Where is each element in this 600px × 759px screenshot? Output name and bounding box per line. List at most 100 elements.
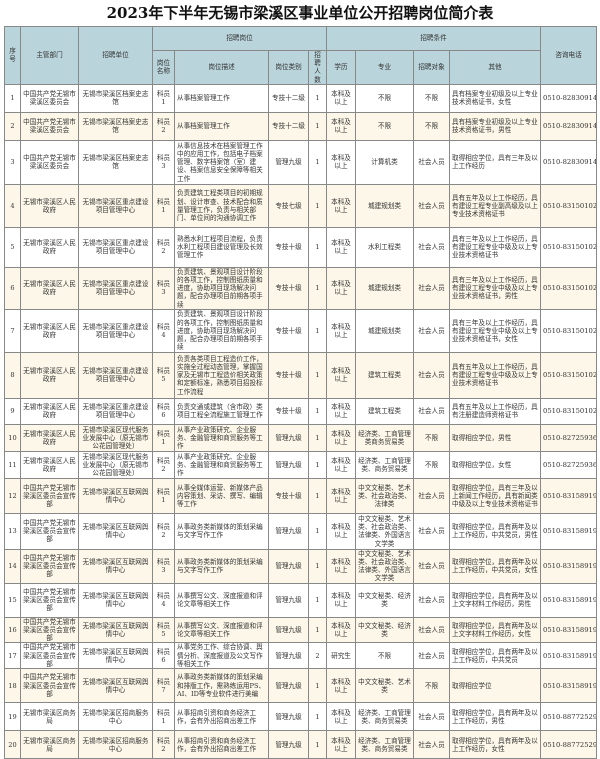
cell-edu: 本科及以上	[326, 702, 356, 732]
cell-post-name: 科员1	[152, 477, 175, 514]
cell-dept: 无锡市梁溪区商务局	[20, 730, 79, 759]
cell-post-desc: 负责交通或建筑（含市政）类项目工程全流程施工管理工作	[174, 397, 269, 425]
header-major: 专业	[355, 50, 414, 85]
cell-post-type: 专技十级	[268, 397, 309, 425]
cell-other: 具有五年及以上工作经历，具有建设工程专业中级及以上专业技术资格证书	[449, 351, 541, 399]
cell-major: 不限	[355, 111, 414, 141]
cell-seq: 10	[4, 423, 21, 452]
cell-major: 城建规划类	[355, 308, 414, 353]
cell-count: 1	[308, 183, 327, 228]
cell-target: 社会人员	[413, 397, 450, 425]
cell-other: 取得相应学位，具有三年及以上工作经历	[449, 139, 541, 185]
cell-dept: 无锡市梁溪区人民政府	[20, 183, 79, 228]
cell-edu: 本科及以上	[326, 308, 356, 353]
cell-seq: 9	[4, 397, 21, 425]
table-row: 7 无锡市梁溪区人民政府 无锡市梁溪区重点建设项目管理中心 科员4 负责建筑、景观项目设…	[4, 308, 597, 353]
table-row: 16 中国共产党无锡市梁溪区委员会宣传部 无锡市梁溪区互联网舆情中心 科员5 从事撰写公…	[4, 616, 597, 644]
cell-phone: 0510-83150102	[540, 266, 597, 310]
cell-post-name: 科员6	[152, 397, 175, 425]
cell-phone: 0510-82725936	[540, 423, 597, 452]
cell-seq: 6	[4, 266, 21, 310]
cell-post-desc: 从事撰写公文、深度报道和评论文章等相关工作	[174, 616, 269, 644]
cell-phone: 0510-83158919	[540, 642, 597, 670]
cell-other: 具有三年及以上工作经历，具有建设工程专业中级及以上专业技术资格证书，男性	[449, 266, 541, 310]
cell-edu: 本科及以上	[326, 512, 356, 550]
cell-seq: 15	[4, 582, 21, 618]
header-unit: 招聘单位	[78, 26, 153, 85]
cell-dept: 中国共产党无锡市梁溪区委员会宣传部	[20, 477, 79, 514]
cell-other: 取得相应学位，具有两年及以上文字材料工作经历，女性	[449, 616, 541, 644]
cell-edu: 本科及以上	[326, 111, 356, 141]
table-row: 20 无锡市梁溪区商务局 无锡市梁溪区招商服务中心 科员2 从事招商引资和商务经济工作，…	[4, 730, 597, 759]
cell-other: 取得相应学位，男性	[449, 423, 541, 452]
cell-major: 中文文秘类、经济类	[355, 582, 414, 618]
table-row: 1 中国共产党无锡市梁溪区委员会 无锡市梁溪区档案史志馆 科员1 从事档案管理工作 专技十…	[4, 83, 597, 113]
cell-count: 1	[308, 616, 327, 644]
cell-post-type: 专技十级	[268, 226, 309, 268]
table-row: 18 中国共产党无锡市梁溪区委员会宣传部 无锡市梁溪区互联网舆情中心 科员7 从事政务类…	[4, 668, 597, 704]
cell-post-name: 科员6	[152, 642, 175, 670]
cell-edu: 本科及以上	[326, 183, 356, 228]
cell-phone: 0510-83158919	[540, 582, 597, 618]
cell-dept: 无锡市梁溪区商务局	[20, 702, 79, 732]
cell-major: 水利工程类	[355, 226, 414, 268]
cell-major: 城建规划类	[355, 266, 414, 310]
cell-post-type: 专技十级	[268, 308, 309, 353]
cell-other: 具有三年及以上工作经历，具有建设工程专业中级及以上专业技术资格证书	[449, 226, 541, 268]
cell-phone: 0510-82830914	[540, 111, 597, 141]
cell-edu: 本科及以上	[326, 730, 356, 759]
cell-target: 社会人员	[413, 266, 450, 310]
cell-post-desc: 从事档案管理工作	[174, 83, 269, 113]
cell-edu: 本科及以上	[326, 477, 356, 514]
table-row: 13 中国共产党无锡市梁溪区委员会宣传部 无锡市梁溪区互联网舆情中心 科员2 从事政务类…	[4, 512, 597, 550]
cell-major: 经济类、工商管理类、商务贸易类	[355, 450, 414, 479]
cell-target: 社会人员	[413, 702, 450, 732]
cell-seq: 14	[4, 548, 21, 584]
cell-phone: 0510-83158919	[540, 477, 597, 514]
cell-post-desc: 负责建筑、景观项目设计阶段的各项工作，控制图纸质量和进度，协助项目现场解决问题，…	[174, 308, 269, 353]
cell-seq: 11	[4, 450, 21, 479]
cell-target: 不限	[413, 450, 450, 479]
header-phone: 咨询电话	[540, 26, 597, 85]
cell-post-desc: 从事档案管理工作	[174, 111, 269, 141]
cell-dept: 无锡市梁溪区人民政府	[20, 423, 79, 452]
cell-dept: 中国共产党无锡市梁溪区委员会宣传部	[20, 616, 79, 644]
cell-count: 1	[308, 397, 327, 425]
cell-post-name: 科员1	[152, 83, 175, 113]
cell-other: 取得相应学位，具有两年及以上工作经历，中共党员，男性	[449, 512, 541, 550]
cell-post-desc: 从事产业政策研究、企业服务、金融管理和商贸服务等工作	[174, 423, 269, 452]
cell-dept: 中国共产党无锡市梁溪区委员会宣传部	[20, 642, 79, 670]
table-row: 5 无锡市梁溪区人民政府 无锡市梁溪区重点建设项目管理中心 科员2 熟悉水利工程项目流程…	[4, 226, 597, 268]
header-edu: 学历	[326, 50, 356, 85]
header-dept: 主管部门	[20, 26, 79, 85]
cell-edu: 本科及以上	[326, 450, 356, 479]
cell-phone: 0510-83158919	[540, 512, 597, 550]
header-post-group: 招聘岗位	[152, 26, 327, 51]
cell-target: 社会人员	[413, 548, 450, 584]
cell-post-desc: 负责各类项目工程造价工作，实施全过程动态管理，掌握国家及无锡市工程造价相关政策和…	[174, 351, 269, 399]
cell-edu: 研究生	[326, 642, 356, 670]
cell-post-name: 科员2	[152, 111, 175, 141]
cell-target: 社会人员	[413, 582, 450, 618]
table-row: 4 无锡市梁溪区人民政府 无锡市梁溪区重点建设项目管理中心 科员1 负责建筑工程类项目的…	[4, 183, 597, 228]
cell-unit: 无锡市梁溪区重点建设项目管理中心	[78, 308, 153, 353]
cell-target: 不限	[413, 83, 450, 113]
cell-post-desc: 负责建筑工程类项目的初期规划、设计审查、技术配合和质量管理工作，负责与相关部门、…	[174, 183, 269, 228]
cell-post-name: 科员2	[152, 730, 175, 759]
cell-seq: 5	[4, 226, 21, 268]
cell-other: 取得相应学位，具有两年及以上工作经历，中共党员，女性	[449, 548, 541, 584]
cell-target: 不限	[413, 111, 450, 141]
cell-unit: 无锡市梁溪区互联网舆情中心	[78, 616, 153, 644]
cell-target: 社会人员	[413, 616, 450, 644]
table-body: 1 中国共产党无锡市梁溪区委员会 无锡市梁溪区档案史志馆 科员1 从事档案管理工作 专技十…	[4, 83, 597, 759]
cell-post-desc: 从事产业政策研究、企业服务、金融管理和商贸服务等工作	[174, 450, 269, 479]
cell-edu: 本科及以上	[326, 351, 356, 399]
cell-dept: 无锡市梁溪区人民政府	[20, 351, 79, 399]
cell-major: 建筑工程类	[355, 351, 414, 399]
cell-unit: 无锡市梁溪区招商服务中心	[78, 702, 153, 732]
cell-post-desc: 熟悉水利工程项目流程，负责水利工程项目建设管理及长效管理工作	[174, 226, 269, 268]
cell-edu: 本科及以上	[326, 423, 356, 452]
cell-count: 1	[308, 548, 327, 584]
cell-count: 1	[308, 226, 327, 268]
cell-dept: 中国共产党无锡市梁溪区委员会	[20, 139, 79, 185]
